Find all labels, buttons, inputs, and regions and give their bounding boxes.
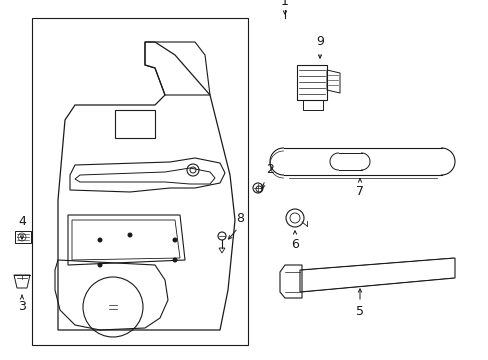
Text: 1: 1 [281,0,288,8]
Circle shape [172,238,177,243]
Circle shape [97,238,102,243]
Text: 9: 9 [315,35,323,48]
Text: 3: 3 [18,300,26,313]
Circle shape [127,233,132,238]
Text: 4: 4 [18,215,26,228]
Text: 5: 5 [355,305,363,318]
Circle shape [172,257,177,262]
Text: 6: 6 [290,238,298,251]
Text: 7: 7 [355,185,363,198]
Text: 8: 8 [236,212,244,225]
Text: 2: 2 [265,163,273,176]
Circle shape [97,262,102,267]
